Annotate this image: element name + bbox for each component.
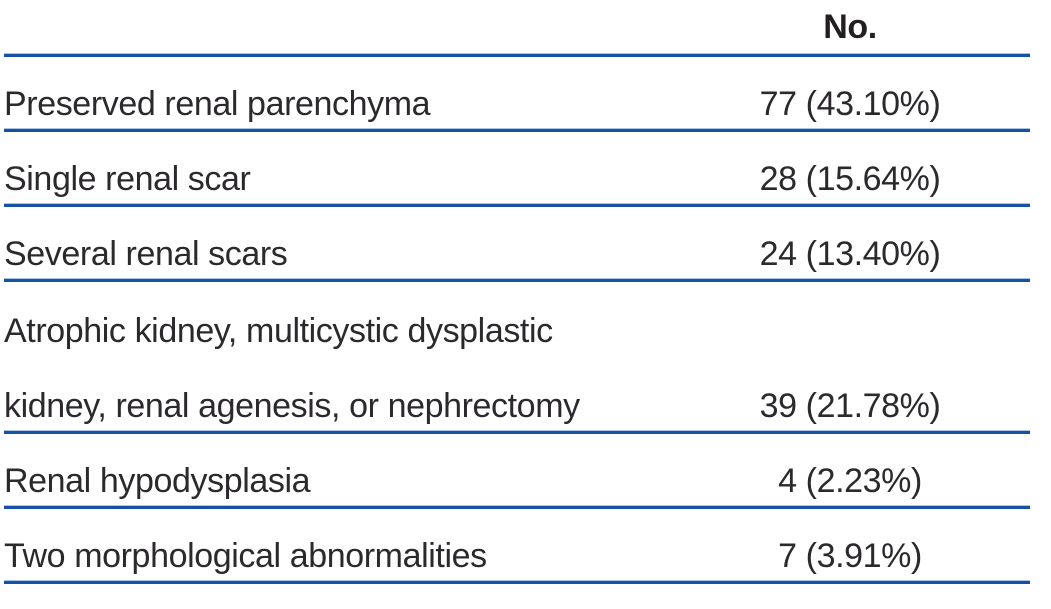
row-label: Several renal scars (4, 234, 288, 273)
row-label: Preserved renal parenchyma (4, 84, 431, 123)
table-header-row: No. (4, 0, 1030, 57)
row-label: Renal hypodysplasia (4, 461, 311, 500)
row-value: 77 (43.10%) (670, 55, 1030, 132)
renal-findings-table: No. Preserved renal parenchyma 77 (43.10… (4, 0, 1030, 584)
column-header-empty (4, 0, 670, 57)
row-label: Single renal scar (4, 159, 251, 198)
row-label-line-2: kidney, renal agenesis, or nephrectomy (4, 386, 580, 425)
table-row: Atrophic kidney, multicystic dysplastic … (4, 280, 1030, 434)
table-row: Preserved renal parenchyma 77 (43.10%) (4, 55, 1030, 132)
paper-table-container: No. Preserved renal parenchyma 77 (43.10… (4, 0, 1030, 584)
row-value: 24 (13.40%) (670, 205, 1030, 282)
column-header-no: No. (670, 0, 1030, 57)
row-label-line-1: Atrophic kidney, multicystic dysplastic (4, 311, 553, 350)
row-value: 28 (15.64%) (670, 130, 1030, 207)
row-value: 39 (21.78%) (670, 280, 1030, 434)
table-row: Two morphological abnormalities 7 (3.91%… (4, 507, 1030, 584)
row-value: 7 (3.91%) (670, 507, 1030, 584)
table-row: Several renal scars 24 (13.40%) (4, 205, 1030, 282)
table-row: Single renal scar 28 (15.64%) (4, 130, 1030, 207)
row-value: 4 (2.23%) (670, 432, 1030, 509)
row-label: Two morphological abnormalities (4, 536, 487, 575)
table-row: Renal hypodysplasia 4 (2.23%) (4, 432, 1030, 509)
